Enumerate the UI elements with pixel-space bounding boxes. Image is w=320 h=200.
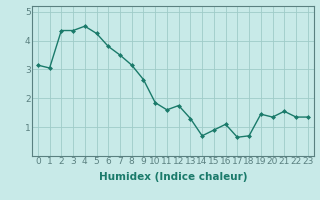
X-axis label: Humidex (Indice chaleur): Humidex (Indice chaleur): [99, 172, 247, 182]
